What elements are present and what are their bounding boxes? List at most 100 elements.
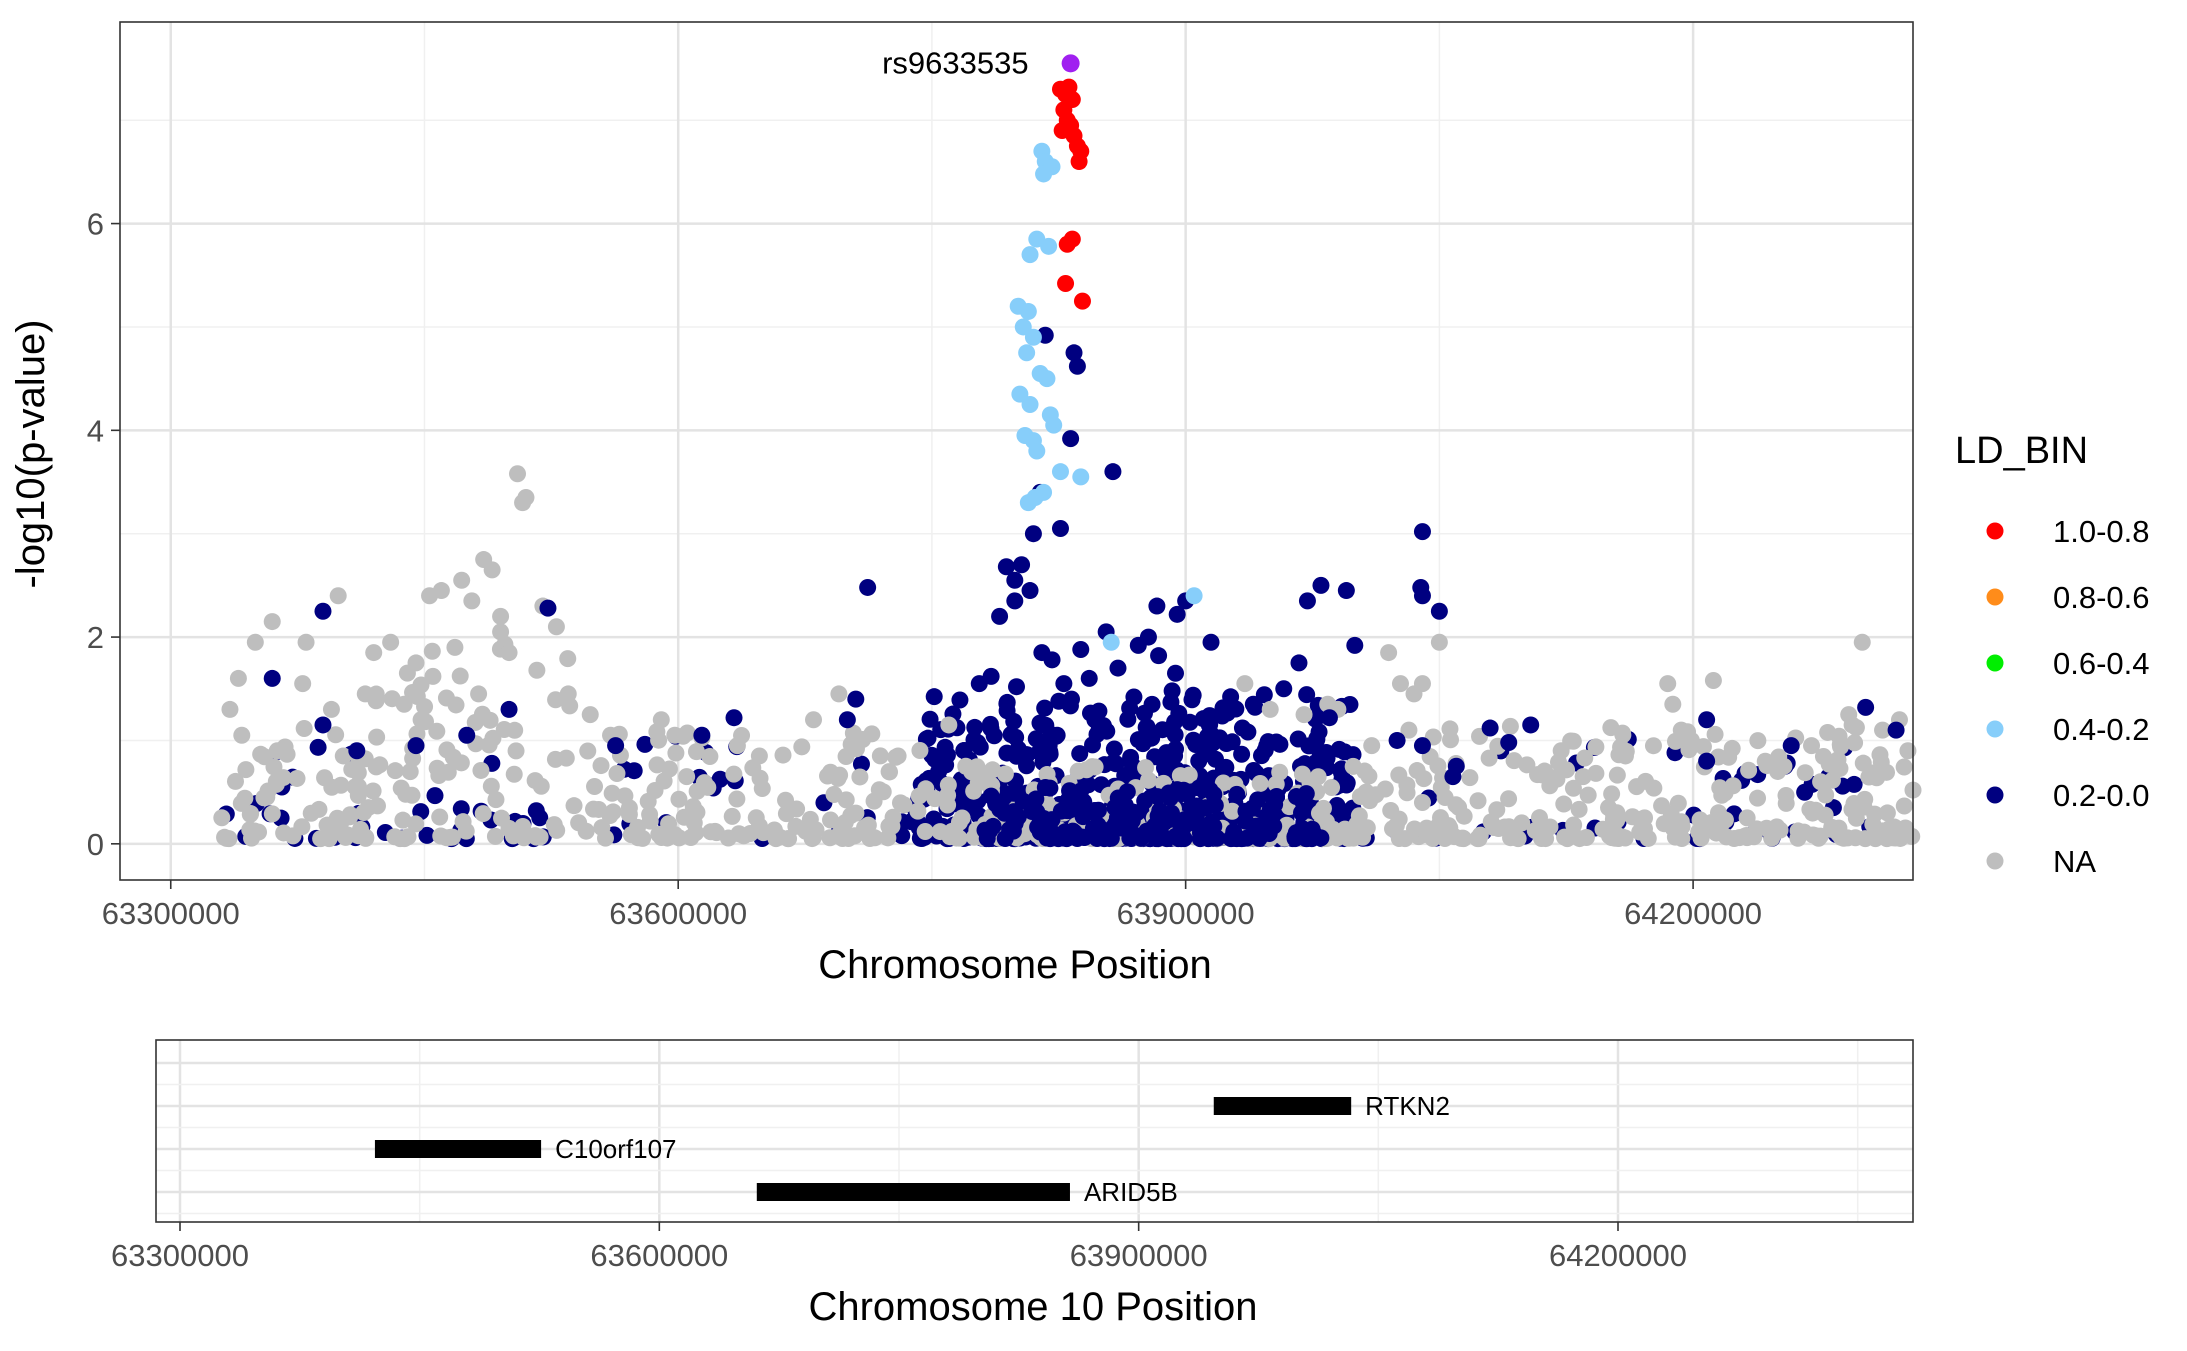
scatter-point	[263, 613, 281, 631]
association-plot: rs9633535 63300000 63600000 63900000 642000…	[9, 21, 1922, 987]
scatter-point	[451, 667, 469, 685]
scatter-point	[1036, 699, 1054, 717]
scatter-point	[221, 700, 239, 718]
scatter-point	[1831, 759, 1849, 777]
scatter-point	[1616, 747, 1634, 765]
scatter-point	[687, 824, 705, 842]
y-tick-label: 4	[87, 413, 104, 448]
scatter-point	[1073, 292, 1091, 310]
scatter-point	[1868, 769, 1886, 787]
scatter-point	[1830, 825, 1848, 843]
scatter-point	[1895, 758, 1913, 776]
scatter-point	[1388, 731, 1406, 749]
scatter-point	[1166, 713, 1184, 731]
scatter-point	[787, 817, 805, 835]
scatter-point	[1122, 748, 1140, 766]
scatter-point	[1051, 463, 1069, 481]
scatter-point	[309, 738, 327, 756]
scatter-point	[493, 809, 511, 827]
scatter-point	[403, 786, 421, 804]
gene-x-tick-label: 63900000	[1070, 1238, 1208, 1273]
scatter-point	[314, 602, 332, 620]
scatter-point	[883, 817, 901, 835]
scatter-point	[1711, 779, 1729, 797]
scatter-point	[1558, 830, 1576, 848]
scatter-point	[1072, 468, 1090, 486]
scatter-point	[250, 823, 268, 841]
scatter-point	[693, 726, 711, 744]
scatter-point	[458, 726, 476, 744]
scatter-point	[275, 824, 293, 842]
scatter-point	[1218, 704, 1236, 722]
scatter-point	[482, 777, 500, 795]
scatter-point	[723, 807, 741, 825]
scatter-point	[753, 779, 771, 797]
scatter-point	[991, 800, 1009, 818]
scatter-point	[547, 618, 565, 636]
scatter-point	[1444, 768, 1462, 786]
scatter-point	[480, 736, 498, 754]
scatter-point	[1290, 654, 1308, 672]
scatter-point	[1874, 721, 1892, 739]
scatter-point	[1320, 709, 1338, 727]
scatter-point	[856, 819, 874, 837]
scatter-point	[1706, 725, 1724, 743]
scatter-point	[539, 599, 557, 617]
scatter-point	[236, 789, 254, 807]
scatter-point	[1391, 675, 1409, 693]
scatter-point	[453, 571, 471, 589]
legend-swatch	[1986, 588, 2004, 606]
scatter-point	[1073, 828, 1091, 846]
scatter-point	[412, 711, 430, 729]
scatter-point	[545, 816, 563, 834]
scatter-point	[1768, 818, 1786, 836]
scatter-point	[337, 828, 355, 846]
scatter-point	[426, 787, 444, 805]
scatter-point	[263, 669, 281, 687]
scatter-point	[1206, 796, 1224, 814]
scatter-point	[1167, 664, 1185, 682]
scatter-point	[1105, 740, 1123, 758]
scatter-point	[565, 797, 583, 815]
scatter-point	[825, 785, 843, 803]
scatter-point	[1293, 765, 1311, 783]
scatter-point	[687, 743, 705, 761]
scatter-point	[1328, 797, 1346, 815]
legend-swatch	[1986, 852, 2004, 870]
scatter-point	[581, 706, 599, 724]
scatter-point	[334, 747, 352, 765]
scatter-point	[329, 587, 347, 605]
scatter-point	[407, 737, 425, 755]
scatter-point	[1027, 790, 1045, 808]
scatter-point	[891, 794, 909, 812]
scatter-point	[648, 756, 666, 774]
scatter-point	[395, 695, 413, 713]
scatter-point	[1614, 726, 1632, 744]
scatter-point	[1021, 246, 1039, 264]
scatter-point	[1185, 587, 1203, 605]
scatter-point	[1175, 830, 1193, 848]
scatter-point	[1006, 571, 1024, 589]
scatter-point	[1513, 814, 1531, 832]
scatter-point	[830, 685, 848, 703]
scatter-point	[1878, 804, 1896, 822]
scatter-point	[579, 742, 597, 760]
scatter-point	[293, 818, 311, 836]
y-tick-label: 0	[87, 827, 104, 862]
scatter-point	[678, 768, 696, 786]
scatter-point	[859, 578, 877, 596]
scatter-point	[1749, 789, 1767, 807]
scatter-point	[984, 817, 1002, 835]
gene-track-x-axis-label: Chromosome 10 Position	[808, 1285, 1257, 1329]
scatter-point	[1050, 692, 1068, 710]
scatter-point	[730, 825, 748, 843]
scatter-point	[1104, 754, 1122, 772]
scatter-point	[629, 818, 647, 836]
scatter-point	[1603, 785, 1621, 803]
scatter-point	[1267, 775, 1285, 793]
y-tick-label: 6	[87, 207, 104, 242]
gene-label: RTKN2	[1365, 1091, 1450, 1121]
scatter-point	[586, 778, 604, 796]
scatter-point	[1895, 797, 1913, 815]
scatter-point	[470, 685, 488, 703]
